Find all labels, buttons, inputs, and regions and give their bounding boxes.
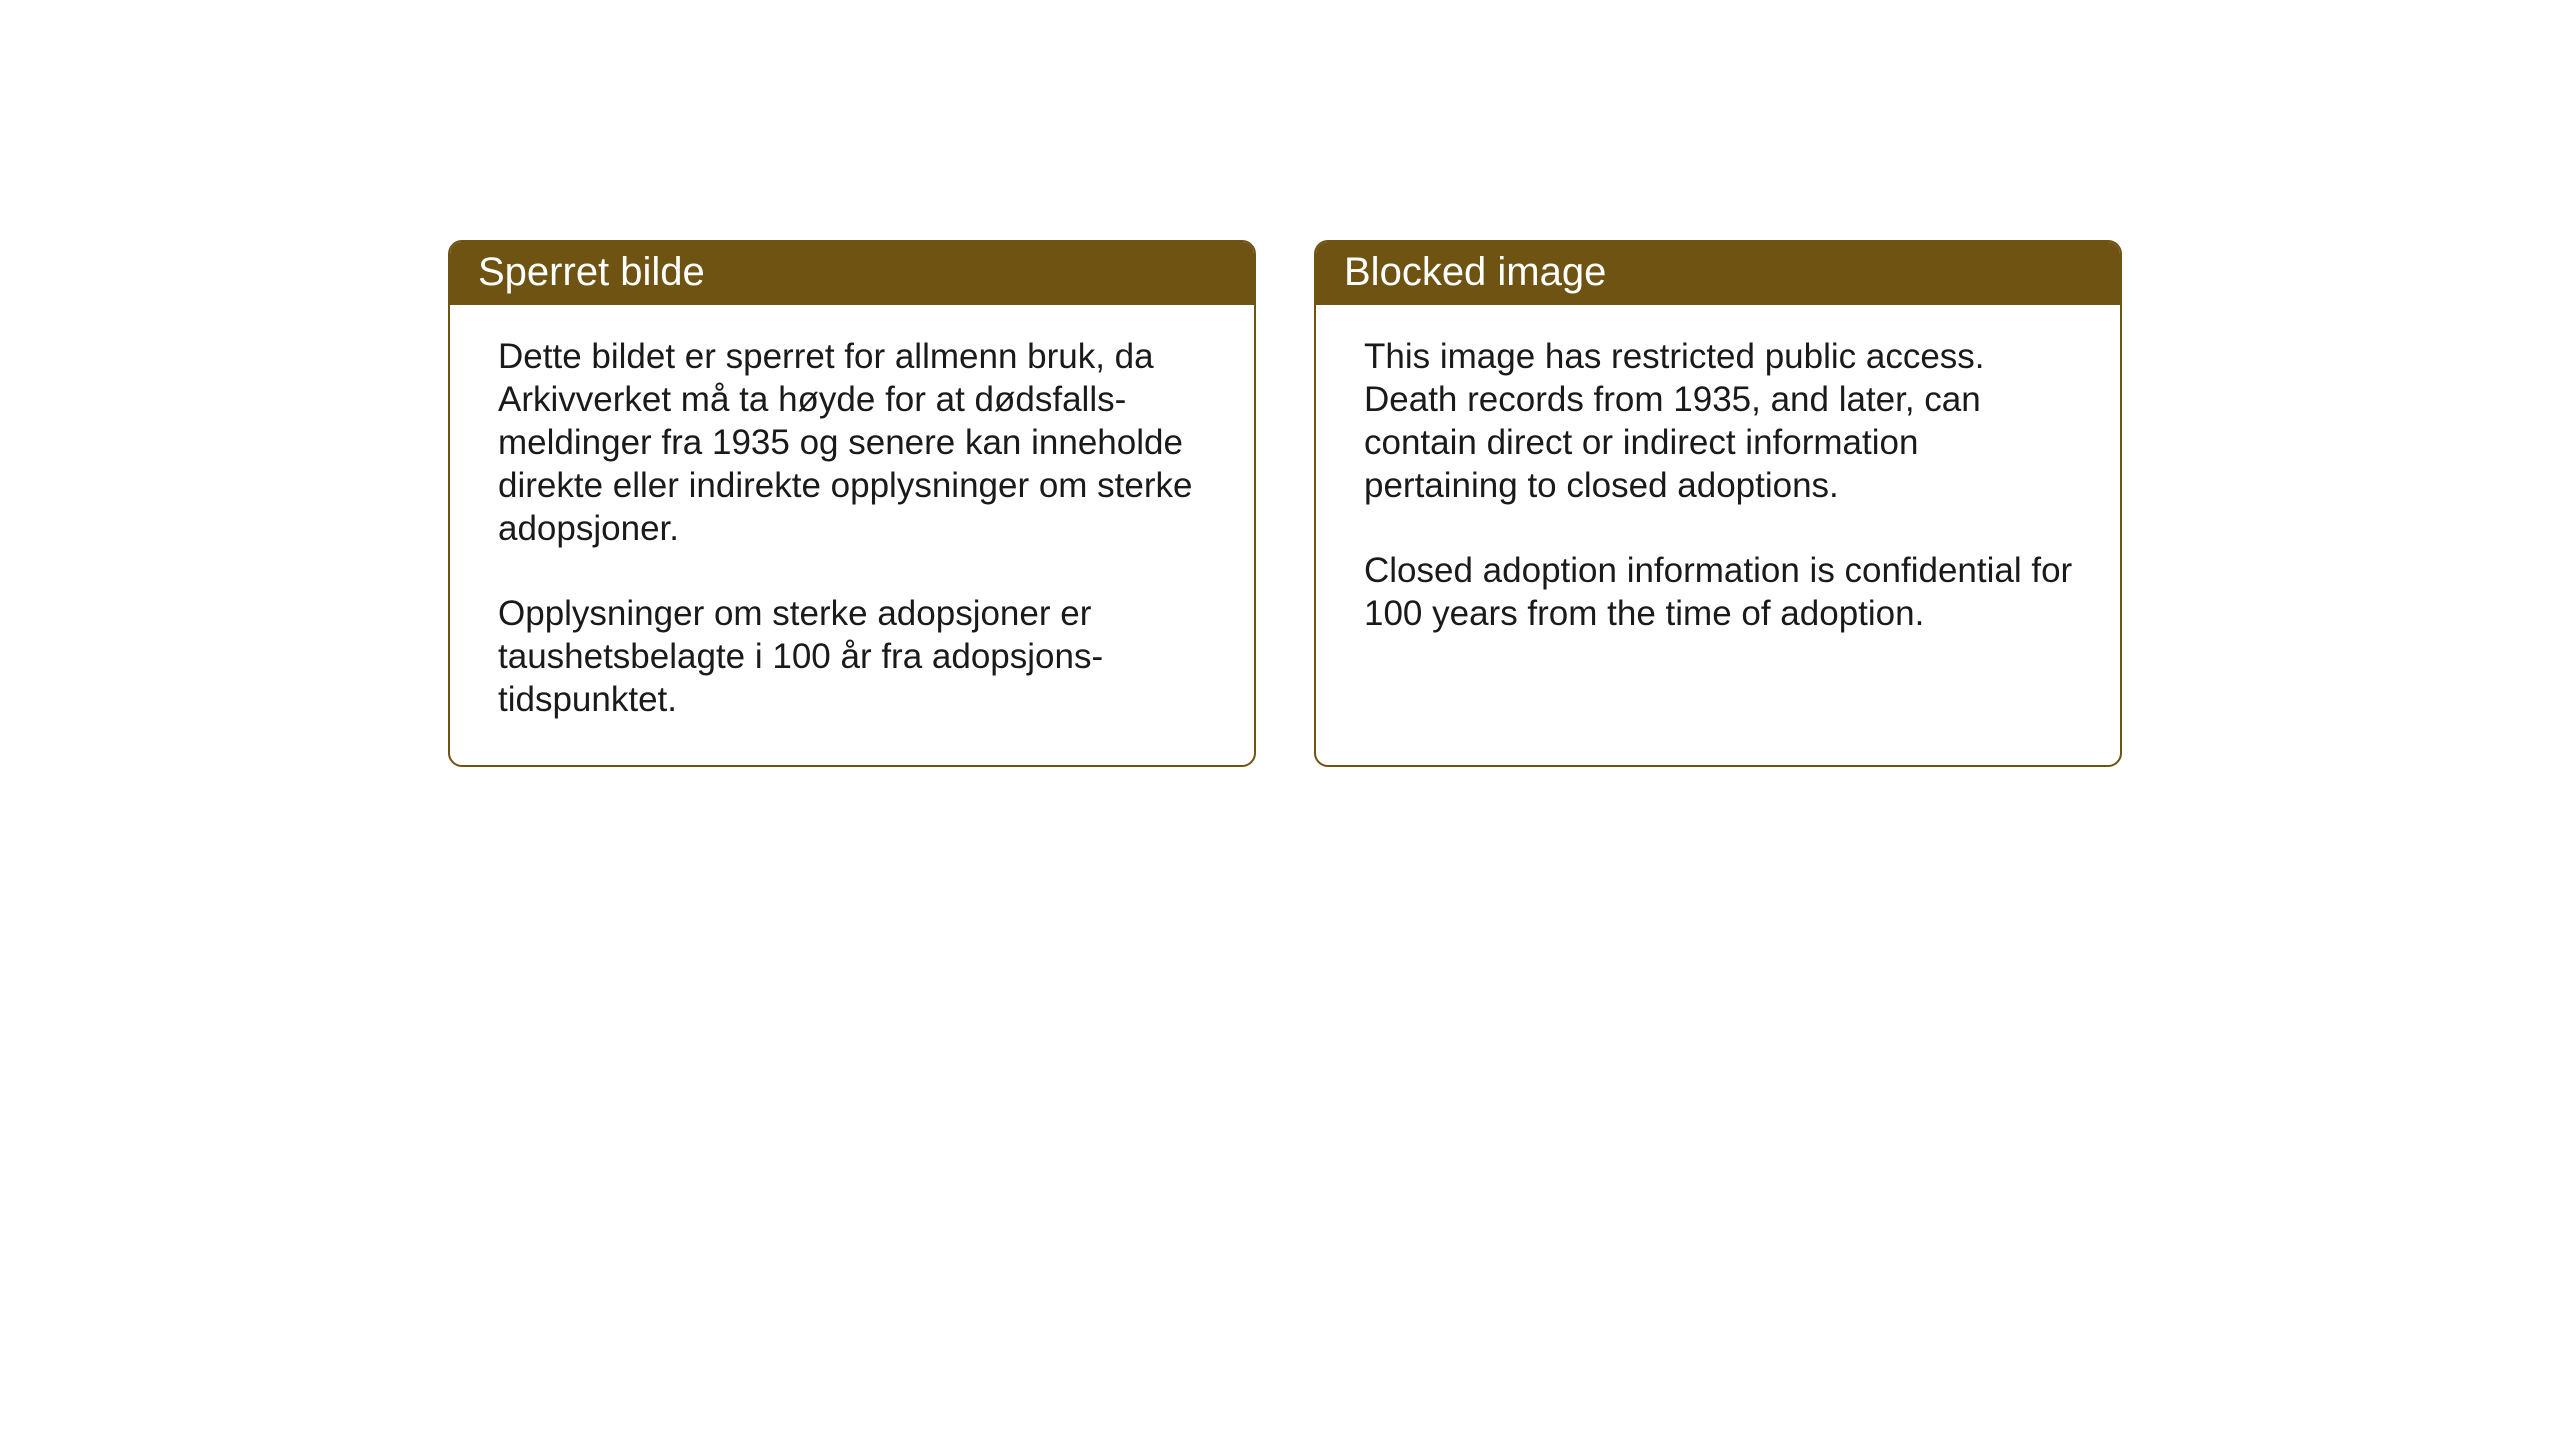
cards-container: Sperret bilde Dette bildet er sperret fo… bbox=[448, 240, 2122, 767]
card-title-english: Blocked image bbox=[1316, 242, 2120, 305]
card-norwegian: Sperret bilde Dette bildet er sperret fo… bbox=[448, 240, 1256, 767]
card-english: Blocked image This image has restricted … bbox=[1314, 240, 2122, 767]
card-paragraph-1-norwegian: Dette bildet er sperret for allmenn bruk… bbox=[498, 335, 1210, 550]
card-paragraph-1-english: This image has restricted public access.… bbox=[1364, 335, 2076, 507]
card-title-norwegian: Sperret bilde bbox=[450, 242, 1254, 305]
card-paragraph-2-norwegian: Opplysninger om sterke adopsjoner er tau… bbox=[498, 592, 1210, 721]
card-body-norwegian: Dette bildet er sperret for allmenn bruk… bbox=[450, 305, 1254, 765]
card-paragraph-2-english: Closed adoption information is confident… bbox=[1364, 549, 2076, 635]
card-body-english: This image has restricted public access.… bbox=[1316, 305, 2120, 679]
